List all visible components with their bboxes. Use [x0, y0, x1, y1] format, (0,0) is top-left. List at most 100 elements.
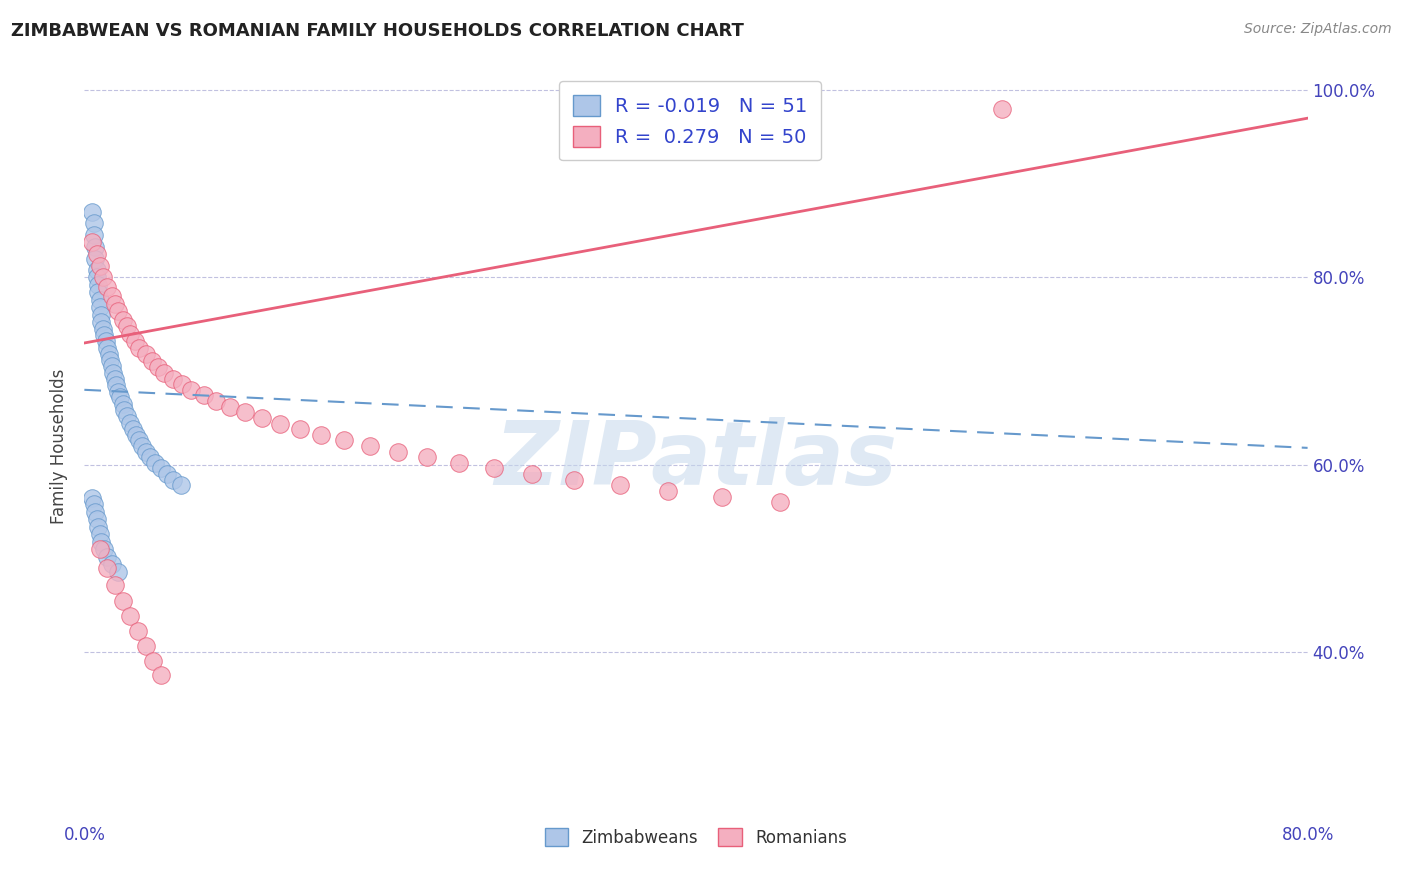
- Point: [218, 400, 240, 414]
- Point: [93, 542, 115, 557]
- Point: [250, 411, 273, 425]
- Point: [991, 102, 1014, 116]
- Point: [111, 397, 134, 411]
- Point: [86, 512, 108, 526]
- Legend: Zimbabweans, Romanians: Zimbabweans, Romanians: [538, 822, 853, 854]
- Point: [131, 439, 153, 453]
- Point: [120, 609, 142, 624]
- Point: [90, 534, 112, 549]
- Point: [103, 366, 125, 380]
- Point: [125, 427, 148, 442]
- Point: [139, 450, 162, 465]
- Point: [84, 252, 107, 266]
- Point: [143, 456, 166, 470]
- Point: [482, 461, 505, 475]
- Point: [89, 293, 111, 307]
- Point: [80, 235, 103, 249]
- Point: [120, 416, 142, 430]
- Point: [162, 473, 184, 487]
- Point: [149, 668, 172, 682]
- Point: [80, 491, 103, 505]
- Point: [96, 280, 118, 294]
- Text: ZIMBABWEAN VS ROMANIAN FAMILY HOUSEHOLDS CORRELATION CHART: ZIMBABWEAN VS ROMANIAN FAMILY HOUSEHOLDS…: [11, 22, 744, 40]
- Point: [86, 270, 108, 285]
- Point: [149, 461, 172, 475]
- Point: [115, 409, 138, 423]
- Point: [135, 347, 157, 361]
- Point: [387, 444, 409, 458]
- Point: [162, 371, 184, 385]
- Point: [135, 444, 157, 458]
- Point: [127, 624, 149, 639]
- Point: [111, 593, 134, 607]
- Point: [205, 394, 228, 409]
- Point: [90, 315, 112, 329]
- Point: [193, 388, 215, 402]
- Point: [107, 565, 129, 579]
- Point: [84, 505, 107, 519]
- Point: [128, 434, 150, 448]
- Point: [120, 326, 142, 341]
- Point: [311, 427, 333, 442]
- Point: [101, 359, 124, 374]
- Point: [172, 377, 194, 392]
- Point: [96, 341, 118, 355]
- Point: [170, 478, 193, 492]
- Point: [91, 270, 114, 285]
- Point: [83, 497, 105, 511]
- Point: [111, 312, 134, 326]
- Point: [359, 439, 381, 453]
- Point: [89, 527, 111, 541]
- Point: [180, 383, 202, 397]
- Point: [416, 450, 439, 465]
- Point: [104, 296, 127, 310]
- Point: [89, 259, 111, 273]
- Point: [101, 289, 124, 303]
- Point: [84, 240, 107, 254]
- Point: [83, 216, 105, 230]
- Text: ZIPatlas: ZIPatlas: [495, 417, 897, 505]
- Point: [87, 277, 110, 292]
- Point: [105, 378, 128, 392]
- Point: [97, 347, 120, 361]
- Point: [87, 519, 110, 533]
- Y-axis label: Family Households: Family Households: [51, 368, 69, 524]
- Point: [710, 490, 733, 504]
- Point: [83, 228, 105, 243]
- Point: [90, 308, 112, 322]
- Point: [769, 495, 792, 509]
- Point: [657, 483, 679, 498]
- Point: [104, 371, 127, 385]
- Point: [108, 390, 131, 404]
- Point: [522, 467, 544, 482]
- Point: [96, 561, 118, 575]
- Point: [128, 341, 150, 355]
- Point: [104, 577, 127, 591]
- Point: [122, 422, 145, 436]
- Point: [112, 403, 135, 417]
- Point: [562, 473, 585, 487]
- Point: [91, 322, 114, 336]
- Point: [146, 360, 169, 375]
- Point: [94, 334, 117, 348]
- Point: [87, 285, 110, 300]
- Point: [447, 456, 470, 470]
- Point: [107, 384, 129, 399]
- Point: [115, 319, 138, 334]
- Point: [153, 366, 176, 380]
- Point: [288, 422, 311, 436]
- Point: [96, 549, 118, 564]
- Point: [135, 640, 157, 654]
- Point: [269, 417, 291, 431]
- Point: [333, 434, 356, 448]
- Point: [89, 301, 111, 315]
- Point: [124, 334, 146, 348]
- Point: [609, 478, 631, 492]
- Point: [86, 263, 108, 277]
- Point: [101, 557, 124, 571]
- Point: [98, 352, 121, 367]
- Point: [156, 467, 179, 482]
- Point: [107, 304, 129, 318]
- Text: Source: ZipAtlas.com: Source: ZipAtlas.com: [1244, 22, 1392, 37]
- Point: [141, 353, 163, 368]
